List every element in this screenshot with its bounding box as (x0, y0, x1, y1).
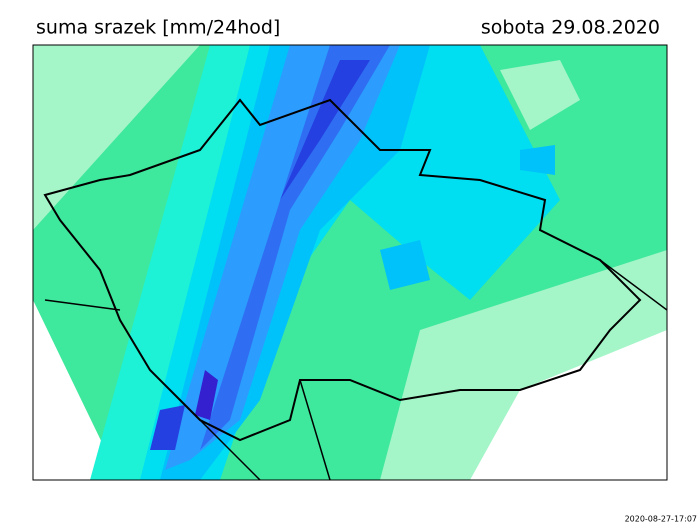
timestamp: 2020-08-27-17:07 (625, 515, 697, 524)
map-frame (32, 44, 668, 481)
date: sobota 29.08.2020 (481, 17, 660, 39)
title: suma srazek [mm/24hod] (36, 17, 280, 39)
precip-field (33, 45, 667, 480)
